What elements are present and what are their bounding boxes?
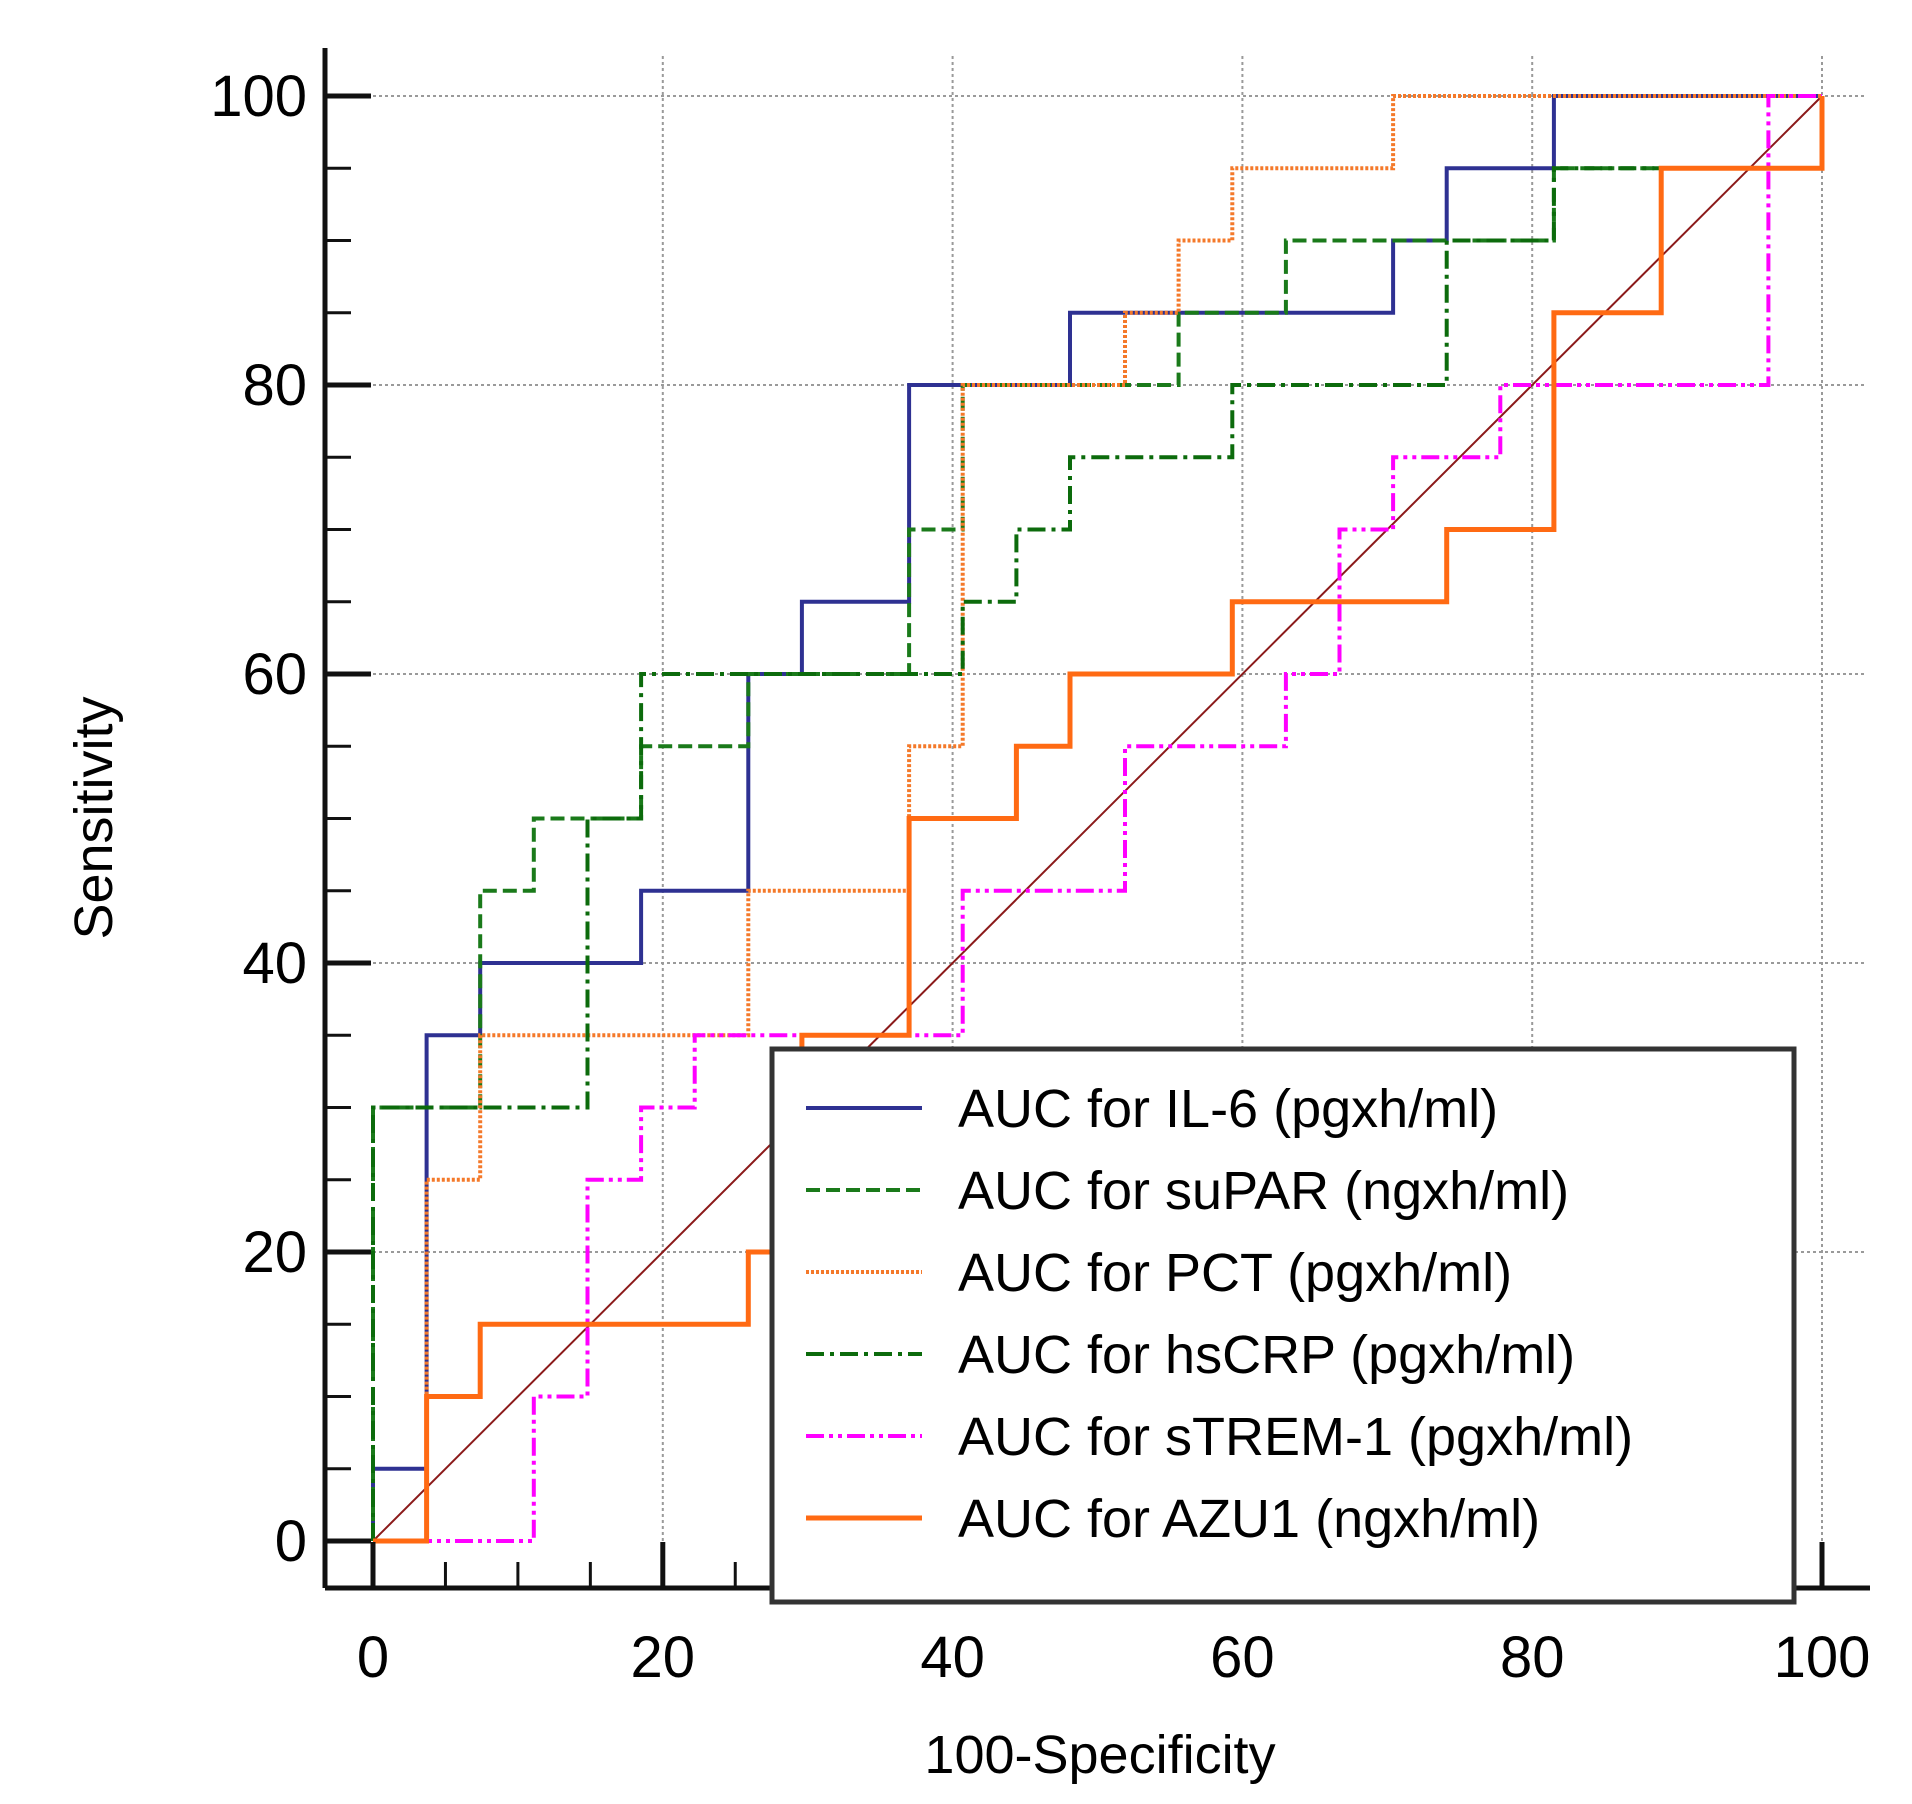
x-tick-label: 40 (920, 1625, 985, 1690)
x-tick-label: 0 (357, 1625, 389, 1690)
y-axis-title: Sensitivity (64, 696, 124, 939)
roc-curve-2 (371, 166, 1822, 1541)
y-tick-label: 100 (210, 64, 307, 129)
y-tick-label: 60 (242, 642, 307, 707)
roc-curve-5 (373, 94, 1822, 1543)
legend-label: AUC for IL-6 (pgxh/ml) (958, 1079, 1498, 1139)
roc-curves (371, 94, 1825, 1544)
legend-label: AUC for sTREM-1 (pgxh/ml) (958, 1407, 1633, 1467)
x-tick-label: 80 (1500, 1625, 1565, 1690)
x-tick-label: 20 (631, 1625, 696, 1690)
x-tick-label: 60 (1210, 1625, 1275, 1690)
legend-label: AUC for hsCRP (pgxh/ml) (958, 1325, 1575, 1385)
roc-curve-3 (373, 94, 1822, 1543)
y-tick-label: 40 (242, 931, 307, 996)
legend-label: AUC for suPAR (ngxh/ml) (958, 1161, 1569, 1221)
y-tick-label: 0 (275, 1509, 307, 1574)
legend-box (769, 1046, 1797, 1605)
roc-curve-6 (373, 96, 1825, 1544)
legend-label: AUC for AZU1 (ngxh/ml) (958, 1489, 1540, 1549)
y-tick-label: 80 (242, 353, 307, 418)
legend: AUC for IL-6 (pgxh/ml) AUC for suPAR (ngx… (769, 1046, 1797, 1605)
roc-curve-4 (371, 166, 1822, 1541)
y-tick-label: 20 (242, 1220, 307, 1285)
reference-diagonal (372, 95, 1823, 1542)
legend-items: AUC for IL-6 (pgxh/ml) AUC for suPAR (ngx… (806, 1079, 1633, 1549)
tick-labels: 0 20 40 60 80 100 0 20 40 60 80 100 (210, 64, 1870, 1690)
reference-line (372, 95, 1823, 1542)
x-tick-label: 100 (1774, 1625, 1871, 1690)
x-axis-title: 100-Specificity (924, 1725, 1275, 1785)
legend-label: AUC for PCT (pgxh/ml) (958, 1243, 1512, 1303)
roc-curve-1 (371, 94, 1822, 1541)
